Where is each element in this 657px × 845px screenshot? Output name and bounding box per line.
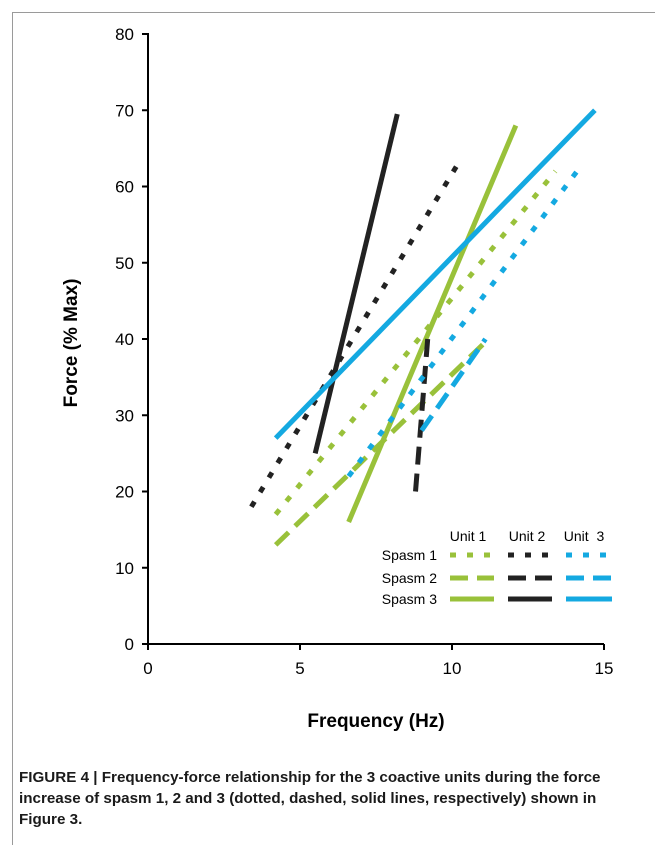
- axes-layer: 0 10 20 30 40 50 60 70 80 0 5 10 15 Frequency (Hz) For…: [61, 25, 613, 732]
- series-layer: [249, 108, 597, 547]
- series-unit3-spasm2: [419, 337, 488, 432]
- caption-separator: |: [89, 769, 102, 786]
- series-unit3-spasm3: [273, 108, 597, 440]
- figure-caption: FIGURE 4 | Frequency-force relationship …: [19, 767, 629, 830]
- legend-row-label: Spasm 2: [382, 570, 437, 586]
- frequency-force-chart: 0 10 20 30 40 50 60 70 80 0 5 10 15 Frequency (Hz) For…: [61, 25, 613, 732]
- y-tick-label: 80: [115, 25, 134, 44]
- y-tick-label: 40: [115, 330, 134, 349]
- figure-frame: [12, 12, 655, 845]
- series-unit3-spasm1: [346, 162, 585, 478]
- y-axis-label: Force (% Max): [61, 279, 82, 408]
- x-tick-label: 15: [595, 659, 614, 678]
- series-unit2-spasm3: [312, 113, 400, 454]
- x-tick-label: 10: [443, 659, 462, 678]
- series-unit1-spasm1: [273, 169, 558, 516]
- legend-column-header: Unit 2: [509, 528, 546, 544]
- y-tick-label: 70: [115, 101, 134, 120]
- y-tick-label: 10: [115, 559, 134, 578]
- x-axis-label: Frequency (Hz): [307, 711, 444, 732]
- caption-label: FIGURE 4: [19, 769, 90, 786]
- y-tick-label: 0: [125, 635, 134, 654]
- legend-layer: Unit 1 Unit 2 Unit 3 Spasm 1 Spasm 2 Spasm 3: [382, 528, 612, 607]
- legend-column-header: Unit 3: [564, 528, 605, 544]
- legend-row-label: Spasm 1: [382, 547, 437, 563]
- caption-text: Frequency-force relationship for the 3 c…: [19, 769, 601, 828]
- y-tick-label: 50: [115, 254, 134, 273]
- x-tick-label: 0: [143, 659, 152, 678]
- series-unit1-spasm3: [346, 124, 519, 523]
- legend-column-header: Unit 1: [450, 528, 487, 544]
- y-tick-label: 60: [115, 178, 134, 197]
- y-tick-label: 20: [115, 483, 134, 502]
- y-tick-label: 30: [115, 406, 134, 425]
- x-tick-label: 5: [295, 659, 304, 678]
- legend-row-label: Spasm 3: [382, 591, 437, 607]
